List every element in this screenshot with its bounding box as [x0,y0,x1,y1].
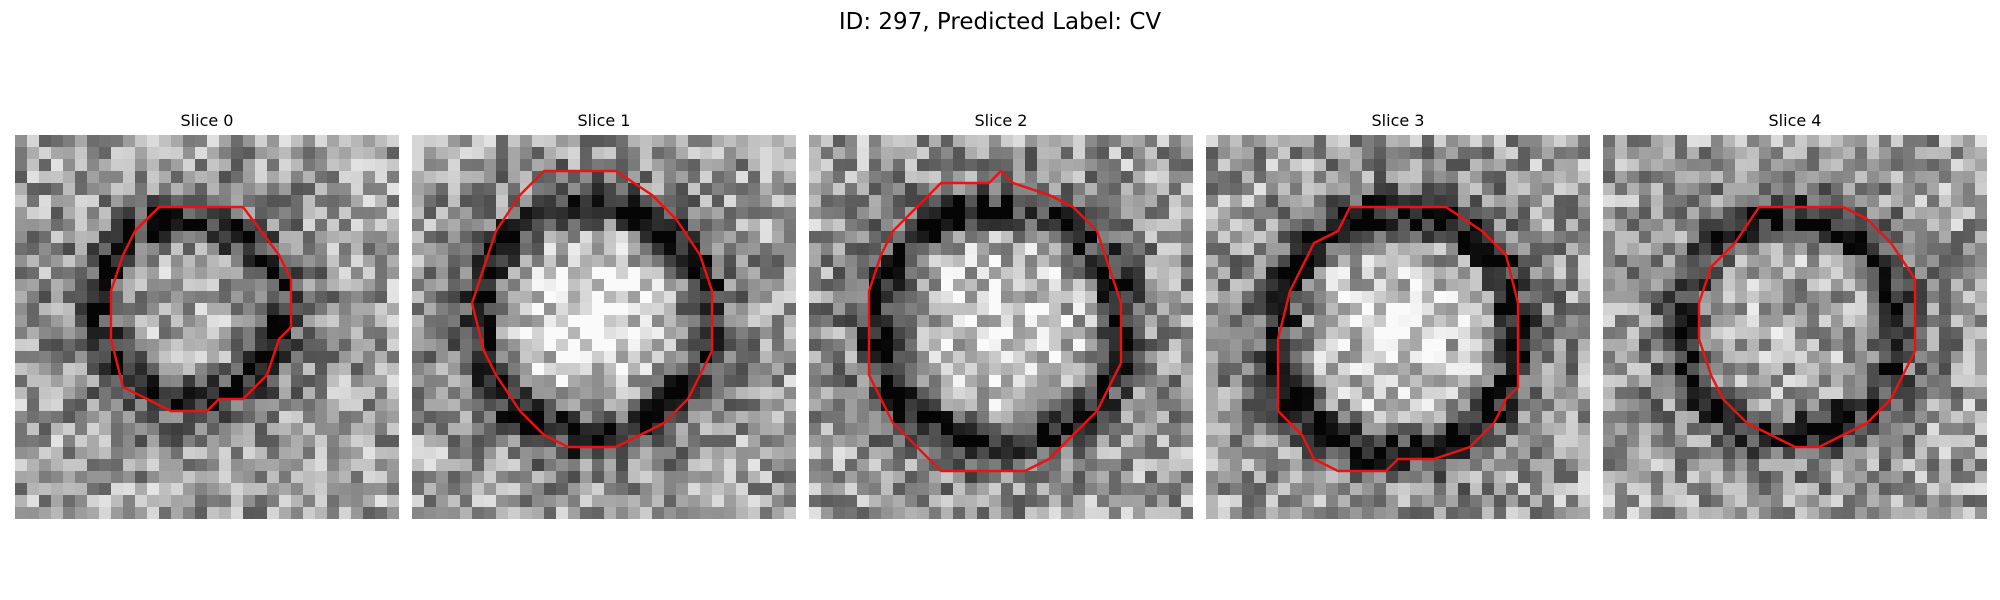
slice-texture [1603,135,1987,519]
slice-panel: Slice 2 [809,108,1193,519]
slice-texture [412,135,796,519]
segmentation-contour [109,205,293,413]
slice-image [1206,135,1590,519]
slice-image [1603,135,1987,519]
slice-panel: Slice 3 [1206,108,1590,519]
segmentation-contour [867,169,1123,473]
slice-image [412,135,796,519]
contour-overlay [1697,205,1917,449]
slice-image [15,135,399,519]
slice-image [809,135,1193,519]
contour-overlay [109,205,293,413]
slice-title: Slice 2 [974,111,1028,130]
slice-panel: Slice 0 [15,108,399,519]
slice-panel: Slice 4 [1603,108,1987,519]
slice-texture [1206,135,1590,519]
slice-title: Slice 4 [1768,111,1822,130]
contour-overlay [1276,205,1520,473]
slice-texture [15,135,399,519]
contour-overlay [867,169,1123,473]
slice-title: Slice 1 [577,111,631,130]
segmentation-contour [1697,205,1917,449]
slice-panel: Slice 1 [412,108,796,519]
slice-title: Slice 3 [1371,111,1425,130]
segmentation-contour [470,169,714,449]
slice-title: Slice 0 [180,111,234,130]
contour-overlay [470,169,714,449]
slice-texture [809,135,1193,519]
figure-title: ID: 297, Predicted Label: CV [838,9,1162,35]
segmentation-contour [1276,205,1520,473]
